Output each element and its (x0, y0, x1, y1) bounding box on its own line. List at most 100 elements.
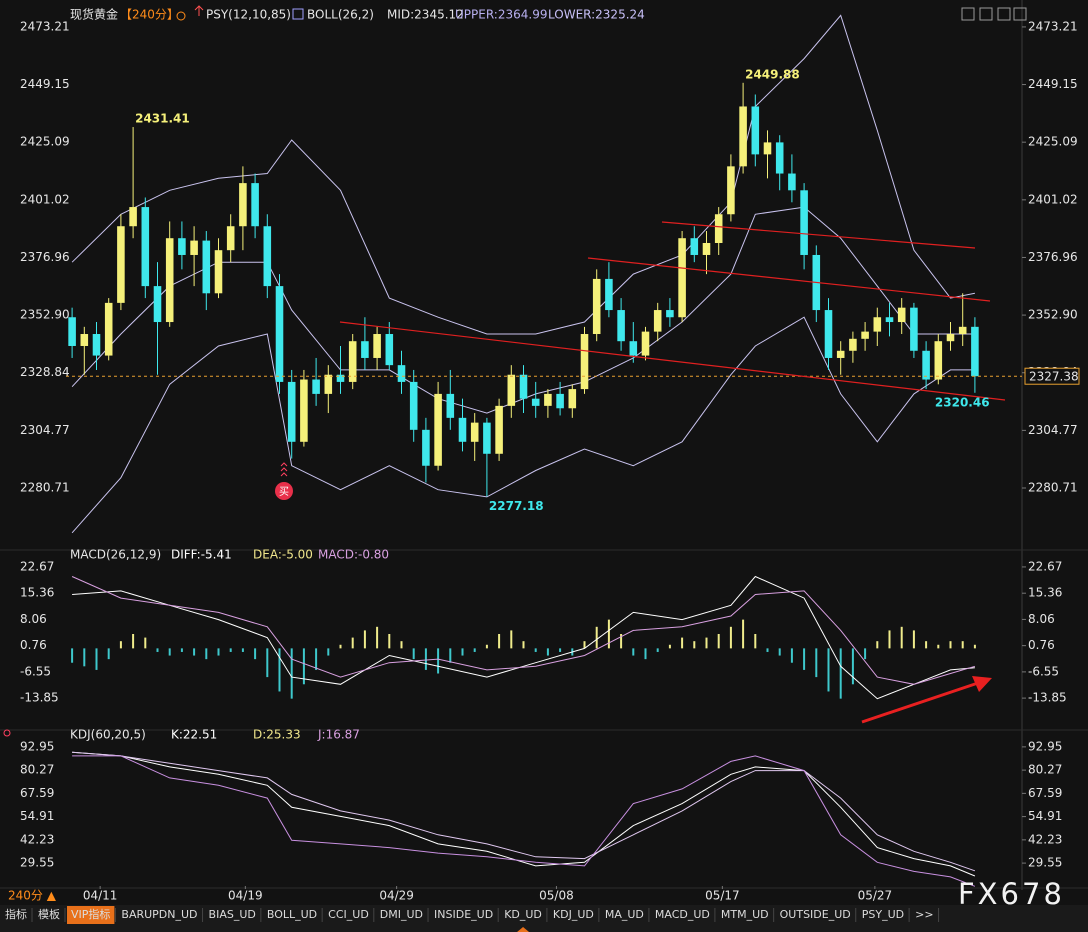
button[interactable] (979, 7, 993, 21)
tab[interactable]: MA_UD (605, 908, 644, 921)
tab[interactable]: MACD_UD (655, 908, 710, 921)
candle-body (165, 238, 174, 323)
y-tick-label: 2401.02 (1028, 192, 1078, 206)
tab[interactable]: KDJ_UD (553, 908, 594, 921)
y-tick-label: 15.36 (20, 586, 54, 600)
y-tick-label: 2352.90 (1028, 308, 1078, 322)
candle-body (800, 190, 808, 255)
candle-body (275, 286, 284, 382)
y-tick-label: 8.06 (20, 612, 47, 626)
y-tick-label: 2304.77 (20, 423, 70, 437)
x-tick-label: 05/08 (539, 889, 574, 903)
y-tick-label: 0.76 (20, 638, 47, 652)
indicator-label: MACD(26,12,9) (70, 548, 161, 562)
tab[interactable]: BIAS_UD (209, 908, 256, 921)
low-annotation: 2320.46 (935, 395, 990, 409)
indicator-label: MACD:-0.80 (318, 548, 389, 562)
tab[interactable]: OUTSIDE_UD (780, 908, 851, 921)
y-tick-label: 0.76 (1028, 638, 1055, 652)
candle-body (214, 250, 223, 294)
candle-body (910, 307, 918, 351)
y-tick-label: 42.23 (1028, 832, 1062, 846)
y-tick-label: 8.06 (1028, 612, 1055, 626)
tab[interactable]: BARUPDN_UD (121, 908, 197, 921)
candle-body (971, 326, 979, 377)
buy-label: 买 (279, 486, 289, 498)
candle-body (519, 374, 528, 399)
window-buttons (961, 7, 1027, 21)
candle-body (934, 341, 943, 380)
tab[interactable]: MTM_UD (721, 908, 769, 921)
candle-body (397, 365, 406, 382)
candle-body (580, 334, 589, 390)
y-tick-label: 2280.71 (20, 481, 70, 495)
button[interactable] (997, 7, 1011, 21)
tab[interactable]: VIP指标 (71, 907, 110, 921)
y-tick-label: 80.27 (20, 763, 54, 777)
trend-line (339, 321, 1006, 401)
candle-body (190, 240, 198, 255)
y-tick-label: 2304.77 (1028, 423, 1078, 437)
kdj-line (72, 751, 976, 872)
psy-icon (194, 5, 204, 16)
y-tick-label: 2473.21 (20, 19, 70, 33)
y-tick-label: 29.55 (20, 856, 54, 870)
y-tick-label: 2425.09 (1028, 135, 1078, 149)
tab[interactable]: >> (915, 908, 933, 921)
boll-icon (292, 8, 304, 20)
tab[interactable]: CCI_UD (328, 908, 369, 921)
tab-bar (0, 905, 1088, 932)
band-line (71, 316, 975, 534)
psy-label: PSY(12,10,85) (206, 8, 291, 22)
tab[interactable]: BOLL_UD (267, 908, 317, 921)
candle-body (775, 142, 784, 174)
period-icon[interactable] (176, 11, 186, 21)
y-tick-label: 92.95 (20, 739, 54, 753)
x-tick-label: 04/29 (379, 889, 414, 903)
last-price-label: 2327.38 (1029, 370, 1079, 384)
candle-body (422, 429, 430, 466)
high-annotation: 2449.88 (745, 67, 800, 81)
button[interactable] (961, 7, 975, 21)
candle-body (690, 238, 699, 255)
footer-period[interactable]: 240分 ▲ (8, 889, 57, 903)
tab[interactable]: 指标 (5, 907, 27, 921)
button[interactable] (1013, 7, 1027, 21)
candle-body (946, 334, 955, 342)
candle-body (653, 310, 662, 332)
candle-body (92, 334, 101, 356)
candle-body (788, 173, 796, 191)
candle-body (727, 166, 735, 215)
kdj-line (72, 755, 976, 887)
candle-body (568, 389, 577, 409)
marker-dot (3, 729, 11, 737)
tab[interactable]: INSIDE_UD (434, 908, 493, 921)
candle-body (544, 393, 552, 406)
candle-body (605, 278, 613, 311)
buy-marker[interactable] (275, 482, 293, 500)
candle-body (507, 374, 516, 406)
candle-body (763, 142, 772, 155)
y-tick-label: 2328.84 (20, 365, 70, 379)
x-tick-label: 05/17 (705, 889, 740, 903)
candle-body (312, 379, 320, 394)
y-tick-label: 29.55 (1028, 856, 1062, 870)
candle-body (458, 417, 467, 442)
candle-body (531, 398, 540, 406)
boll-label: BOLL(26,2) (307, 8, 374, 22)
candle-body (446, 393, 455, 418)
candle-body (592, 278, 601, 335)
tab[interactable]: KD_UD (504, 908, 542, 921)
candle-body (117, 226, 125, 303)
tab[interactable]: 模板 (38, 907, 60, 921)
candle-body (409, 381, 418, 430)
arrow-head (972, 676, 992, 692)
candle-body (129, 207, 137, 227)
tab[interactable]: DMI_UD (380, 908, 423, 921)
tab[interactable]: PSY_UD (862, 908, 904, 921)
x-tick-label: 04/19 (228, 889, 263, 903)
indicator-label: KDJ(60,20,5) (70, 728, 146, 742)
candle-body (226, 226, 235, 251)
